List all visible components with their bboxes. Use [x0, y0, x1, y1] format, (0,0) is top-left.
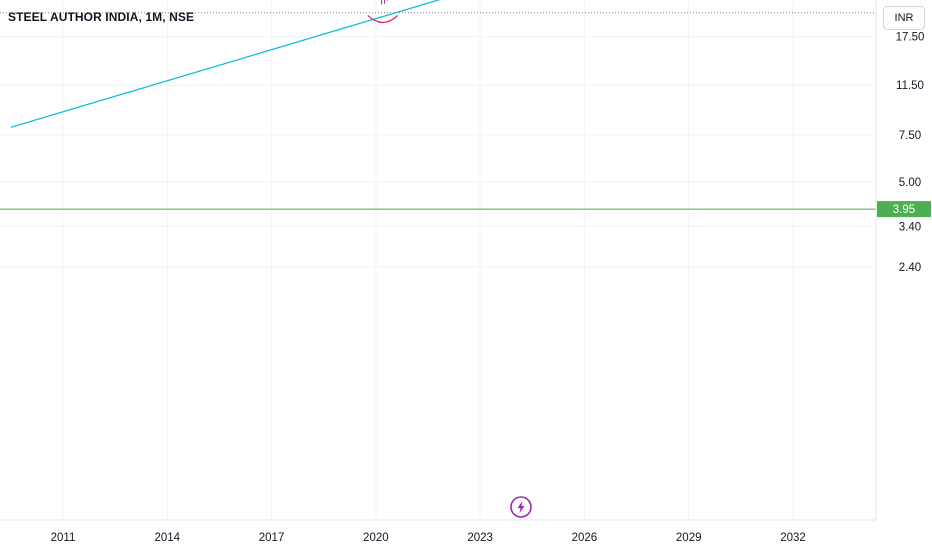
y-tick-label: 7.50 [899, 130, 921, 142]
x-tick-label: 2026 [572, 532, 598, 544]
price-badge [877, 201, 931, 218]
currency-button[interactable]: INR [883, 6, 925, 30]
horizontal-levels [0, 12, 876, 210]
grid-layer [0, 0, 876, 520]
price-badge-label: 3.95 [893, 204, 915, 216]
x-tick-label: 2020 [363, 532, 389, 544]
price-badges: 293.00182.65161.85114.5565.8028.253.9513… [877, 201, 931, 218]
pattern-arc [367, 14, 399, 24]
trendline-rising-support [10, 0, 441, 128]
x-tick-label: 2017 [259, 532, 285, 544]
y-tick-label: 2.40 [899, 262, 921, 274]
y-tick-label: 17.50 [896, 32, 925, 44]
candles [381, 0, 388, 5]
trendlines [10, 0, 441, 128]
lightning-icon[interactable] [510, 496, 532, 518]
time-axis[interactable]: 2011 2014 2017 2020 2023 2026 2029 2032 [0, 519, 876, 544]
x-tick-label: 2029 [676, 532, 702, 544]
y-tick-label: 11.50 [896, 80, 924, 92]
x-tick-label: 2011 [51, 532, 76, 544]
y-tick-label: 3.40 [899, 221, 921, 233]
y-tick-label: 5.00 [899, 177, 921, 189]
x-tick-label: 2032 [780, 532, 806, 544]
x-tick-label: 2023 [467, 532, 493, 544]
x-tick-label: 2014 [154, 532, 180, 544]
chart-title: STEEL AUTHOR INDIA, 1M, NSE [8, 10, 195, 24]
